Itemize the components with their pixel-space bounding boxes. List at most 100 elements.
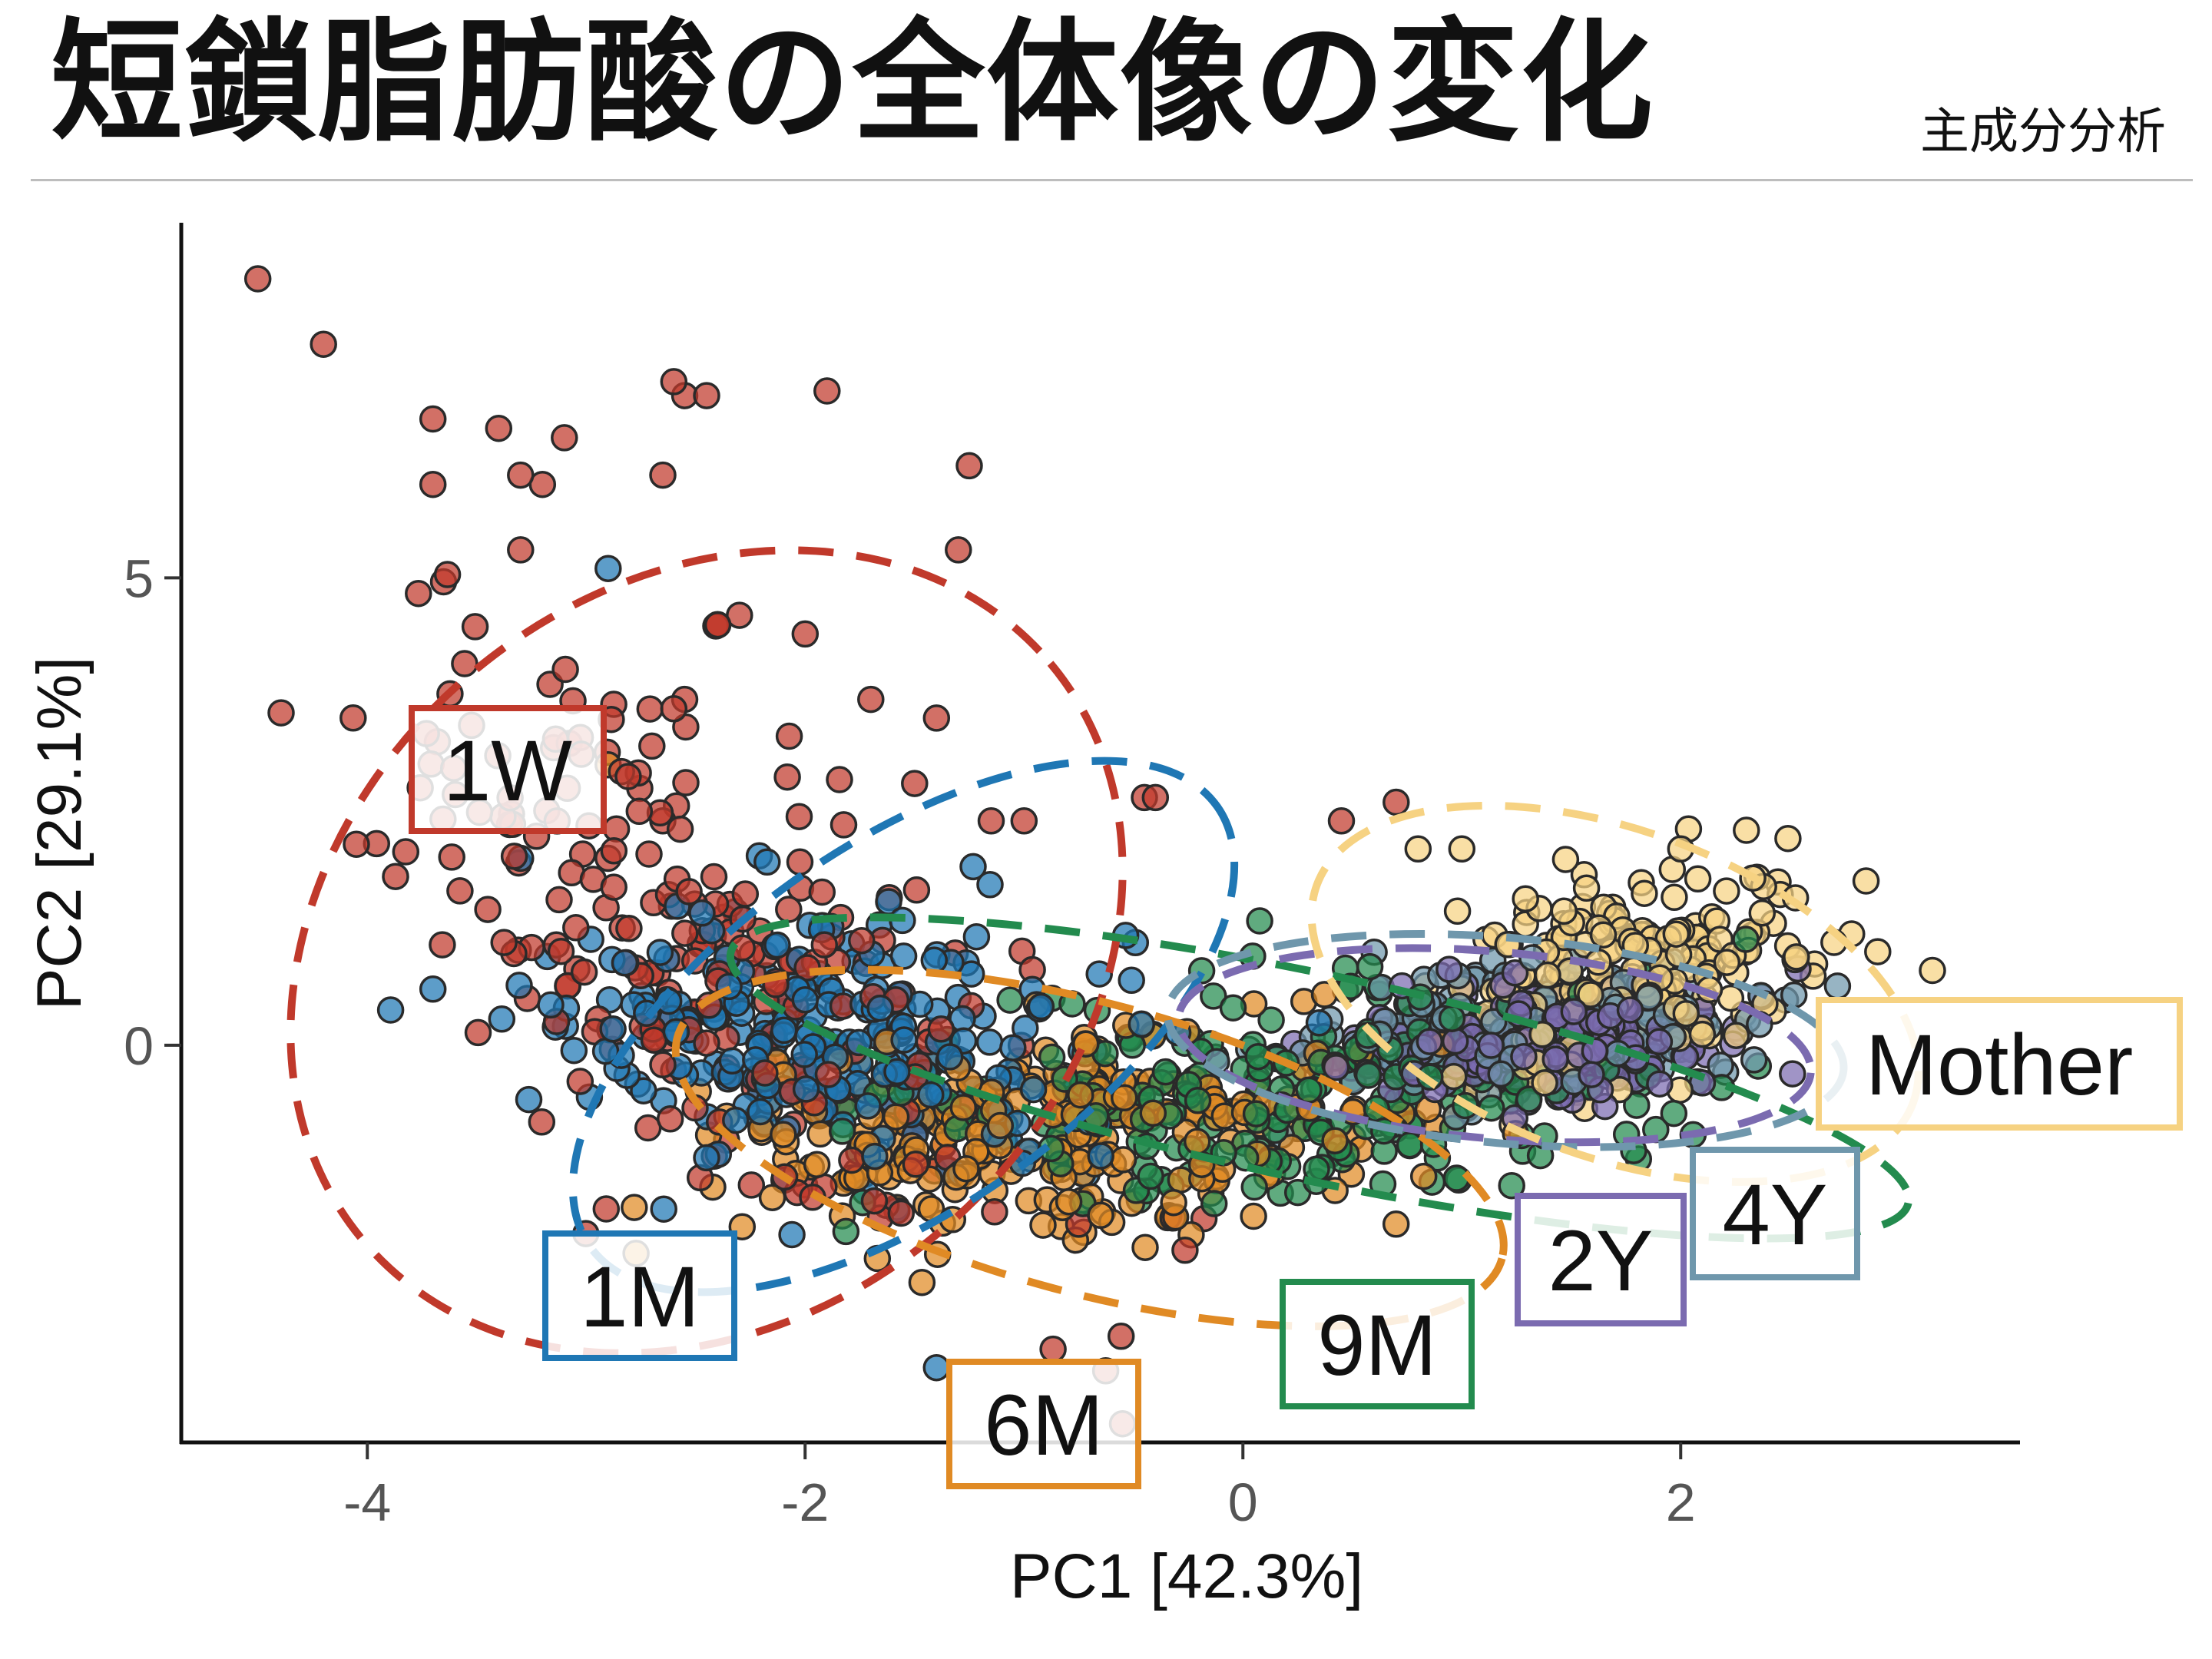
data-point-1w [551, 655, 579, 684]
data-point-1w [922, 704, 951, 732]
data-point-9m [996, 986, 1024, 1014]
group-label-1w: 1W [443, 723, 572, 819]
data-point-1m [959, 853, 987, 881]
data-point-1m [488, 1005, 516, 1033]
data-point-1w [485, 414, 513, 442]
data-point-1w [405, 579, 432, 608]
group-label-box-2y [1515, 1193, 1687, 1326]
data-point-6m [1067, 1081, 1094, 1109]
data-point-1w [545, 886, 573, 914]
data-point-1m [917, 1081, 945, 1109]
data-point-1w [977, 807, 1005, 835]
data-point-1m [854, 1092, 882, 1120]
data-point-1w [243, 265, 272, 293]
data-point-1w [625, 797, 654, 826]
data-point-1w [640, 1026, 668, 1054]
data-point-1w [693, 1029, 720, 1057]
data-point-mother [1919, 956, 1946, 985]
data-point-1w [638, 732, 666, 760]
data-point-1m [376, 996, 405, 1024]
data-point-9m [1356, 952, 1384, 981]
data-point-1w [848, 926, 876, 955]
data-point-mother [1713, 877, 1740, 905]
data-point-2y [1779, 1060, 1806, 1088]
page-title: 短鎖脂肪酸の全体像の変化 [51, 5, 1654, 160]
data-point-1m [763, 931, 791, 959]
data-point-6m [621, 1194, 648, 1221]
data-point-1m [646, 939, 674, 966]
data-point-1w [830, 811, 858, 839]
data-point-mother [1572, 874, 1601, 902]
data-point-1w [700, 863, 728, 891]
data-point-1w [419, 405, 447, 433]
y-tick-label: 0 [124, 1016, 154, 1076]
data-point-1w [474, 896, 502, 923]
group-label-box-4y [1690, 1147, 1860, 1280]
data-point-6m [882, 1103, 910, 1131]
data-point-9m [1515, 1085, 1543, 1113]
data-point-9m [1623, 1091, 1651, 1119]
data-point-1w [838, 1146, 866, 1174]
data-point-1m [1085, 960, 1113, 988]
data-point-1m [722, 1106, 750, 1134]
data-point-1w [901, 770, 929, 797]
data-point-6m [1139, 1099, 1167, 1128]
data-point-1w [660, 368, 688, 396]
x-axis-title: PC1 [42.3%] [1010, 1541, 1363, 1611]
group-label-box-6m [946, 1359, 1141, 1489]
data-point-1w [737, 1171, 766, 1199]
data-point-2y [1322, 1054, 1350, 1081]
group-label-1m: 1M [580, 1249, 700, 1345]
data-point-1w [1141, 783, 1170, 812]
data-point-1w [615, 915, 643, 942]
data-point-1m [1087, 1142, 1114, 1170]
data-point-6m [949, 1094, 978, 1121]
data-point-9m [1184, 1087, 1212, 1114]
data-point-9m [1732, 926, 1760, 953]
data-point-6m [1321, 1127, 1349, 1154]
data-point-9m [1257, 1006, 1285, 1034]
data-point-1m [920, 946, 949, 974]
data-point-mother [1404, 835, 1432, 863]
x-tick-label: -4 [343, 1472, 391, 1532]
data-point-1w [500, 843, 528, 870]
data-point-1w [461, 613, 489, 641]
ellipse-2y [1174, 944, 1815, 1147]
data-point-1w [446, 877, 474, 905]
data-point-mother [1662, 920, 1690, 948]
data-point-9m [1219, 994, 1247, 1022]
data-point-6m [1160, 1188, 1187, 1217]
data-point-1w [672, 769, 700, 796]
data-point-mother [1852, 867, 1880, 895]
data-point-1w [810, 931, 839, 959]
data-point-1m [861, 1142, 889, 1171]
y-axis-title: PC2 [29.1%] [25, 657, 94, 1010]
data-point-1w [773, 763, 801, 791]
data-point-1w [1327, 807, 1356, 835]
data-point-1w [528, 1108, 556, 1136]
data-point-mother [1631, 879, 1658, 907]
data-point-9m [828, 1118, 856, 1145]
group-label-box-1m [542, 1230, 737, 1361]
data-point-6m [1109, 1146, 1137, 1174]
data-point-1w [814, 1061, 843, 1088]
data-point-1m [599, 1015, 627, 1043]
data-point-1w [693, 382, 720, 409]
data-point-1m [718, 1047, 747, 1075]
data-point-1w [392, 838, 420, 866]
data-point-1m [515, 1085, 543, 1114]
data-point-1m [1027, 992, 1055, 1021]
data-point-1m [883, 1058, 911, 1086]
group-label-2y: 2Y [1548, 1213, 1654, 1309]
data-point-1w [775, 722, 803, 750]
data-point-1w [675, 878, 703, 906]
data-point-4y [1487, 1060, 1515, 1088]
data-point-1w [791, 620, 820, 648]
ellipse-1m [568, 757, 1239, 1296]
data-point-9m [1246, 907, 1273, 935]
data-point-1w [566, 1068, 594, 1095]
data-point-1m [1019, 1075, 1048, 1104]
data-point-9m [1200, 1190, 1228, 1217]
data-point-1w [429, 931, 456, 959]
data-point-1w [704, 611, 732, 639]
